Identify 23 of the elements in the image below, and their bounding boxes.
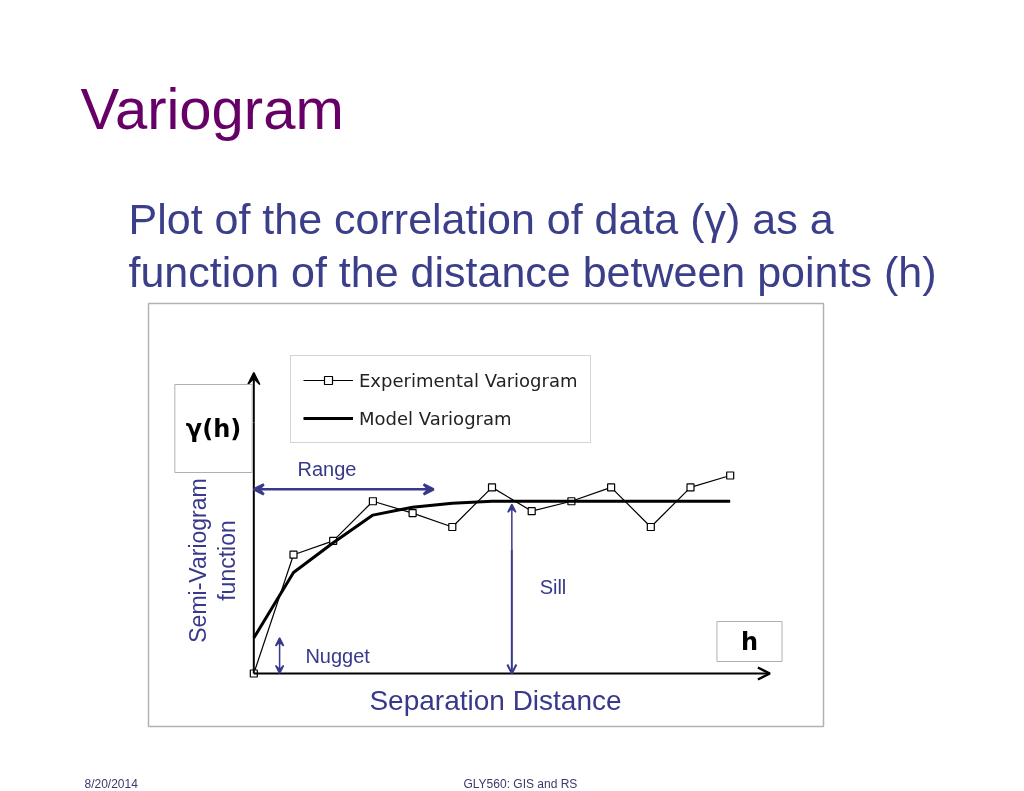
point [368,497,377,506]
chart-subtitle: Plot of the correlation of data (γ) as a function of the distance between points (h) [128,194,937,297]
point [289,550,298,559]
point [527,507,536,516]
point [448,522,457,532]
point [487,483,497,492]
legend-label: Model Variogram [359,406,512,430]
point [726,471,735,480]
y-axis-title: Semi-Variogram function [185,478,240,643]
point [607,483,616,492]
annotation: Nugget [305,644,371,667]
point [408,509,417,518]
x-axis-title: Separation Distance [369,685,622,716]
annotation: h [740,627,759,656]
text: γ(h) [185,414,242,443]
chart-title: Variogram [80,75,344,141]
annotation: Sill [539,576,567,599]
point [646,522,655,532]
legend-label: Experimental Variogram [359,368,578,392]
annotation: Range [297,458,357,481]
text: GLY560: GIS and RS [463,776,578,791]
text: 8/20/2014 [84,776,139,791]
point [686,483,695,492]
